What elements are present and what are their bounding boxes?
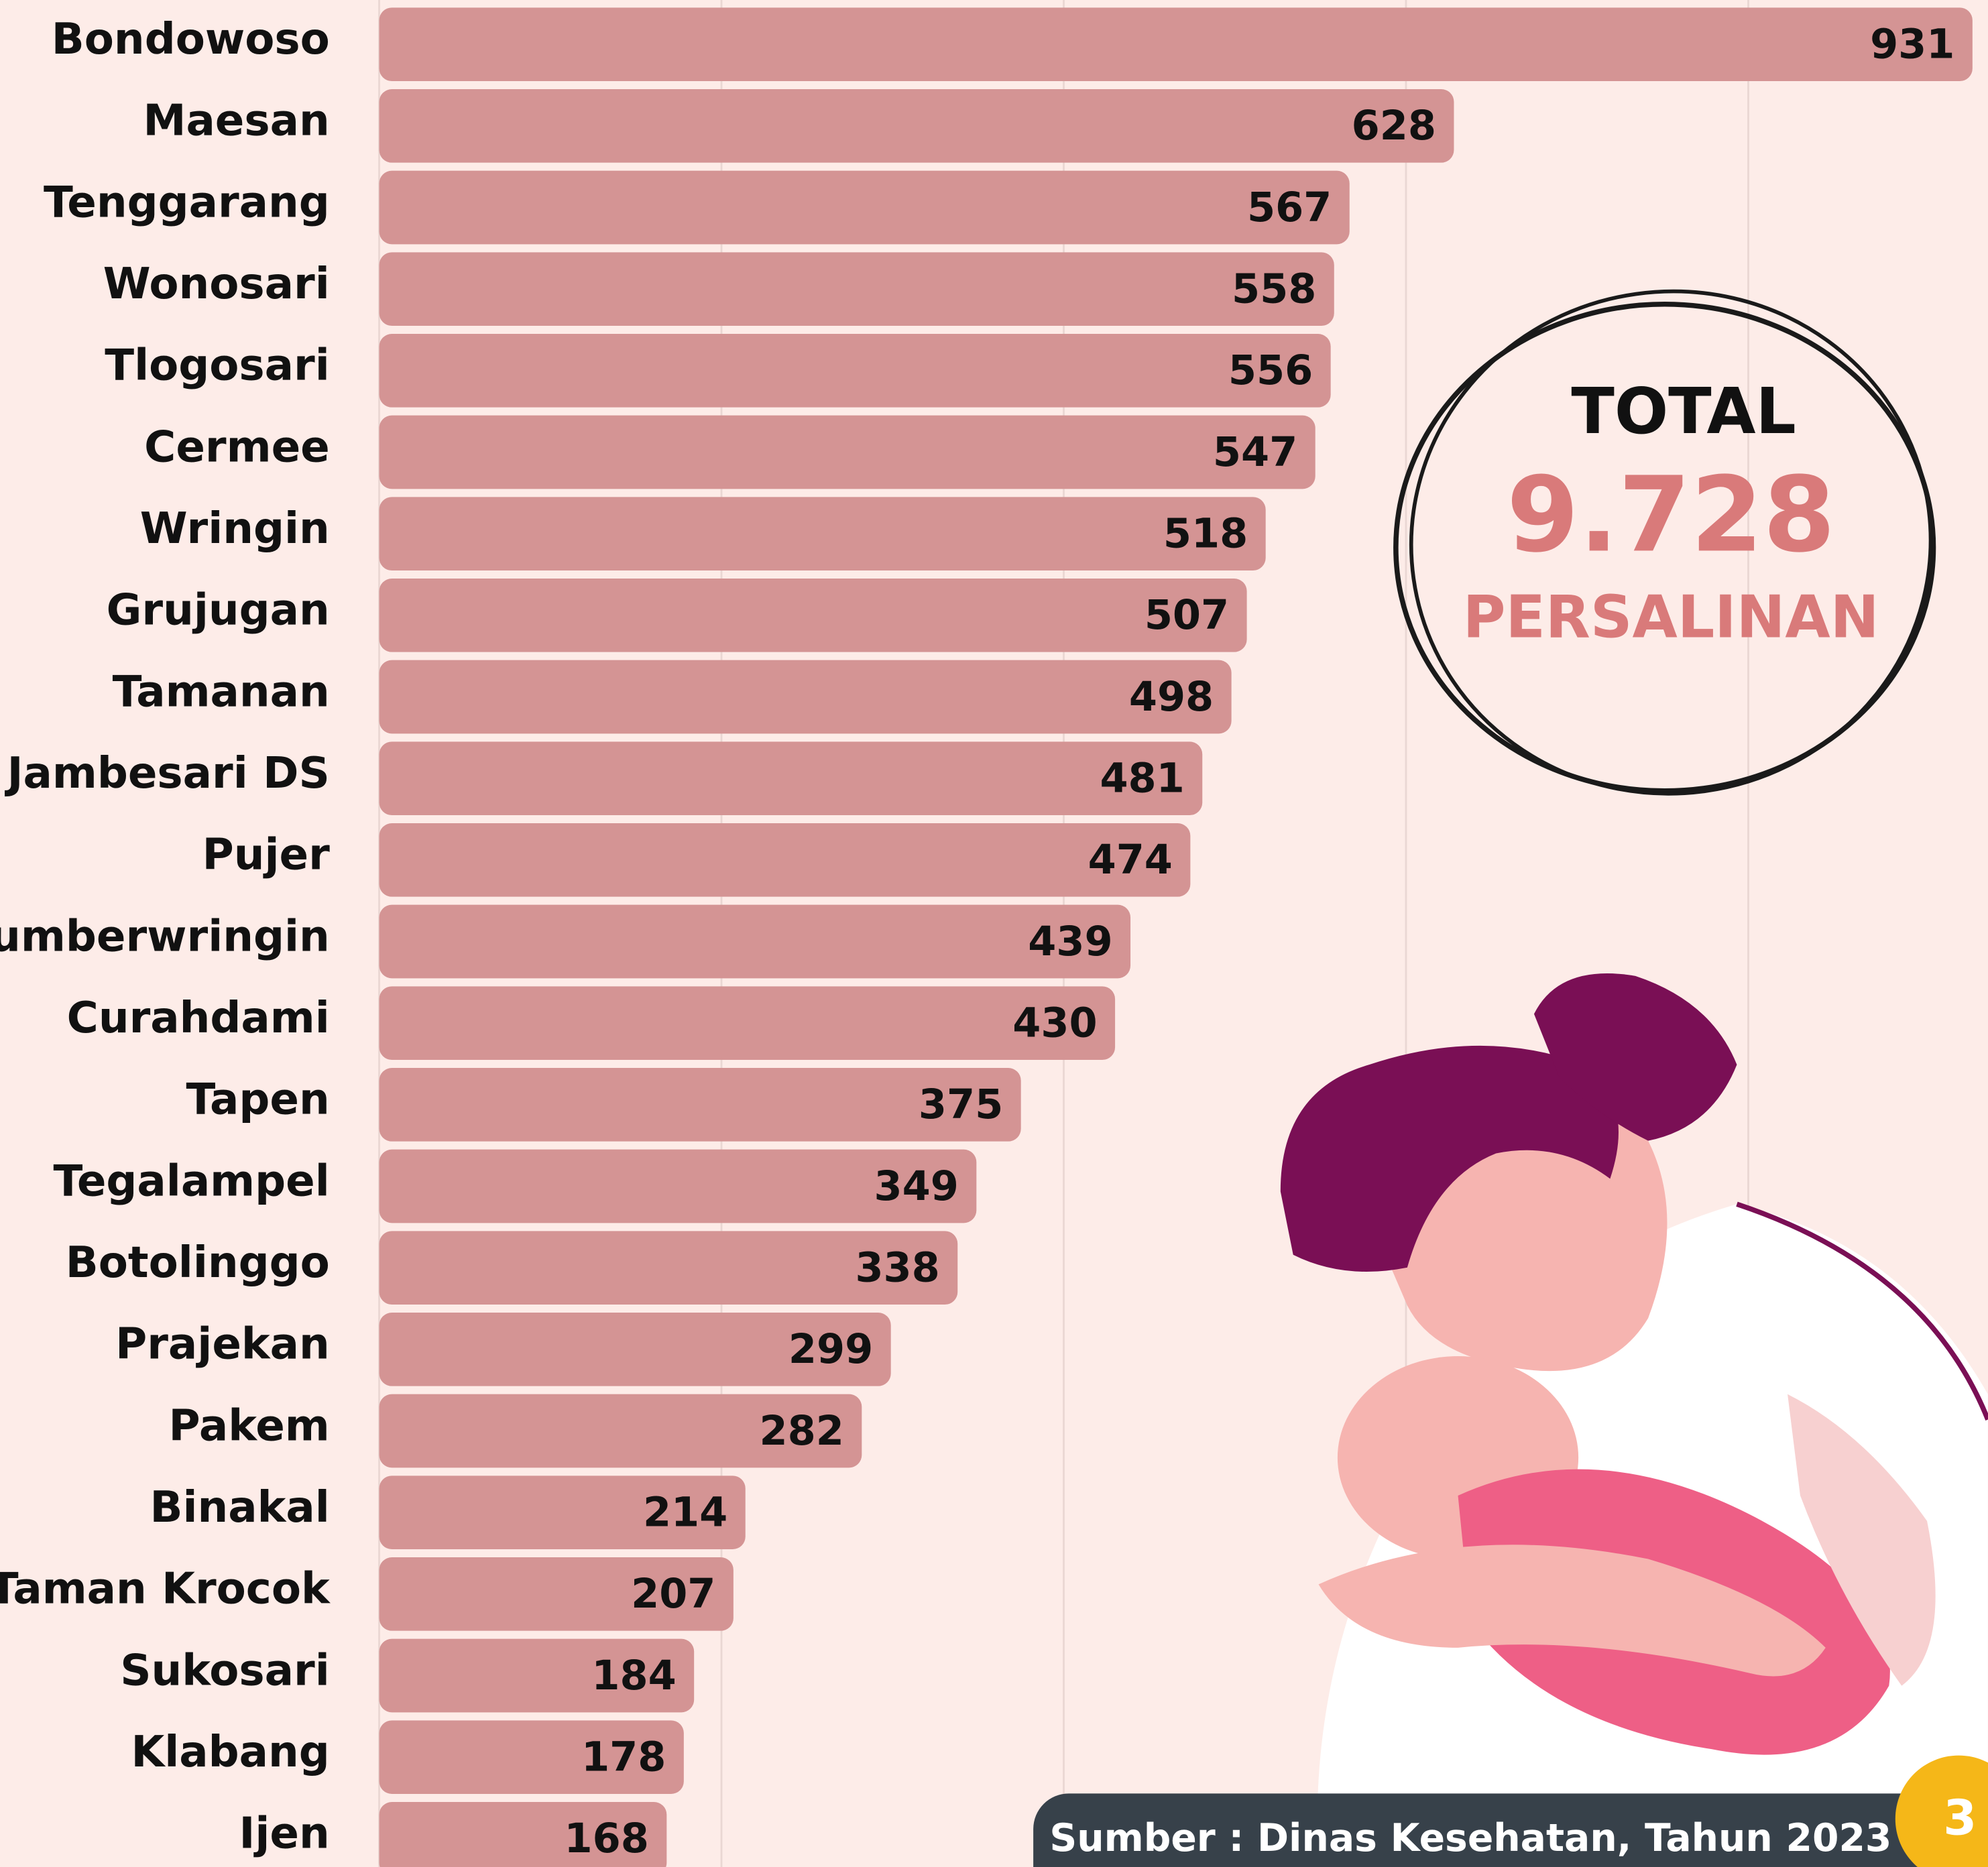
value-label: 299 [788, 1326, 873, 1373]
bar [379, 7, 1973, 81]
bar [379, 741, 1203, 815]
value-label: 214 [643, 1490, 727, 1537]
y-tick-label: Pujer [202, 830, 330, 880]
annotation-title: TOTAL [1571, 375, 1796, 448]
bar [379, 660, 1232, 734]
y-tick-label: Sumberwringin [0, 911, 330, 961]
y-tick-label: Binakal [150, 1482, 330, 1532]
value-label: 349 [874, 1163, 959, 1210]
bar [379, 986, 1116, 1060]
y-tick-label: Grujugan [107, 585, 330, 636]
value-label: 430 [1012, 1000, 1097, 1047]
value-label: 481 [1100, 756, 1184, 802]
page-number: 3 [1943, 1789, 1977, 1846]
value-label: 178 [581, 1734, 666, 1781]
value-label: 567 [1247, 184, 1332, 231]
bar [379, 823, 1191, 897]
bar [379, 171, 1350, 245]
value-label: 556 [1228, 347, 1313, 394]
value-label: 474 [1088, 837, 1173, 884]
value-label: 931 [1870, 21, 1954, 68]
value-label: 518 [1163, 511, 1248, 558]
value-label: 338 [855, 1245, 939, 1292]
y-tick-label: Sukosari [120, 1645, 330, 1695]
bar [379, 334, 1331, 408]
y-tick-label: Klabang [131, 1727, 329, 1777]
value-label: 375 [919, 1081, 1003, 1128]
bar [379, 416, 1315, 489]
y-tick-label: Bondowoso [52, 14, 330, 64]
y-tick-label: Tapen [186, 1075, 330, 1125]
y-tick-label: Curahdami [67, 993, 330, 1043]
value-label: 628 [1352, 103, 1436, 149]
y-tick-label: Jambesari DS [5, 748, 330, 798]
chart: Bondowoso 931 Maesan 628 Tenggarang 567 Wonosa… [0, 0, 1988, 1867]
bar [379, 89, 1454, 163]
value-label: 507 [1145, 592, 1229, 639]
y-tick-label: Tlogosari [105, 341, 330, 391]
bar [379, 905, 1131, 979]
value-label: 558 [1232, 266, 1316, 313]
y-tick-label: Taman Krocok [0, 1564, 331, 1614]
y-tick-label: Tenggarang [44, 177, 330, 227]
y-tick-label: Maesan [143, 96, 329, 146]
annotation-subtitle: PERSALINAN [1463, 583, 1879, 651]
value-label: 207 [631, 1571, 715, 1618]
annotation-value: 9.728 [1507, 454, 1835, 575]
page: {"chart_data": {"type": "bar", "orientat… [0, 0, 1988, 1867]
y-tick-label: Botolinggo [66, 1238, 330, 1288]
y-tick-label: Pakem [168, 1400, 329, 1451]
y-tick-label: Wringin [140, 503, 330, 554]
y-tick-label: Prajekan [115, 1319, 330, 1370]
value-label: 547 [1213, 429, 1297, 476]
value-label: 184 [591, 1652, 676, 1699]
bar [379, 579, 1247, 652]
y-tick-label: Tamanan [113, 666, 330, 717]
y-tick-label: Wonosari [103, 259, 330, 309]
value-label: 498 [1129, 674, 1214, 721]
source: Sumber : Dinas Kesehatan, Tahun 2023 [1049, 1816, 1891, 1860]
y-tick-label: Cermee [144, 422, 330, 472]
y-tick-label: Tegalampel [54, 1156, 330, 1206]
bar [379, 497, 1266, 570]
value-label: 439 [1028, 918, 1112, 965]
y-tick-label: Ijen [239, 1809, 329, 1859]
value-label: 168 [565, 1815, 649, 1862]
bar [379, 252, 1334, 326]
value-label: 282 [760, 1408, 844, 1455]
